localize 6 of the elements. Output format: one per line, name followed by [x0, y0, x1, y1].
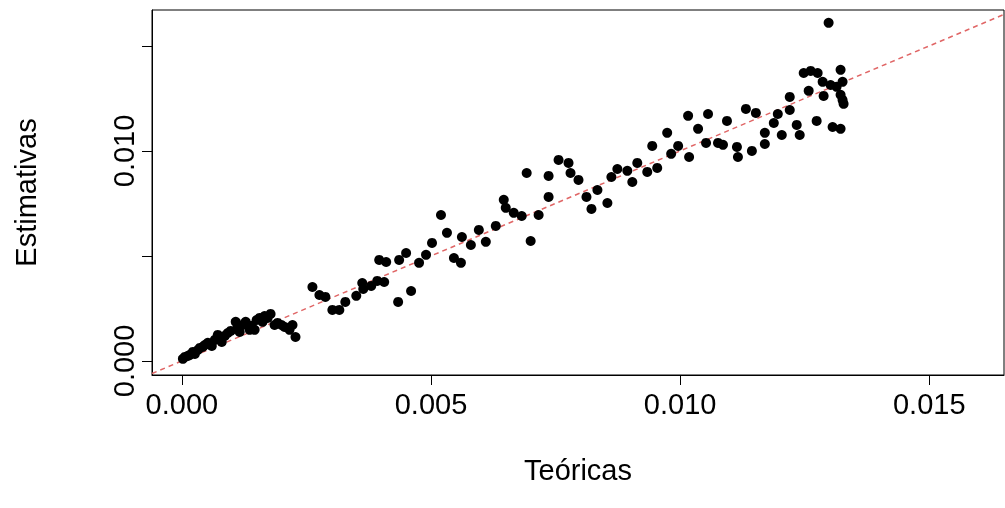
x-axis-title: Teóricas — [524, 453, 632, 486]
x-tick-label: 0.000 — [145, 387, 219, 420]
y-axis-title: Estimativas — [9, 118, 42, 267]
x-tick-label: 0.005 — [394, 387, 468, 420]
x-tick-label: 0.010 — [643, 387, 717, 420]
x-tick-label: 0.015 — [892, 387, 966, 420]
